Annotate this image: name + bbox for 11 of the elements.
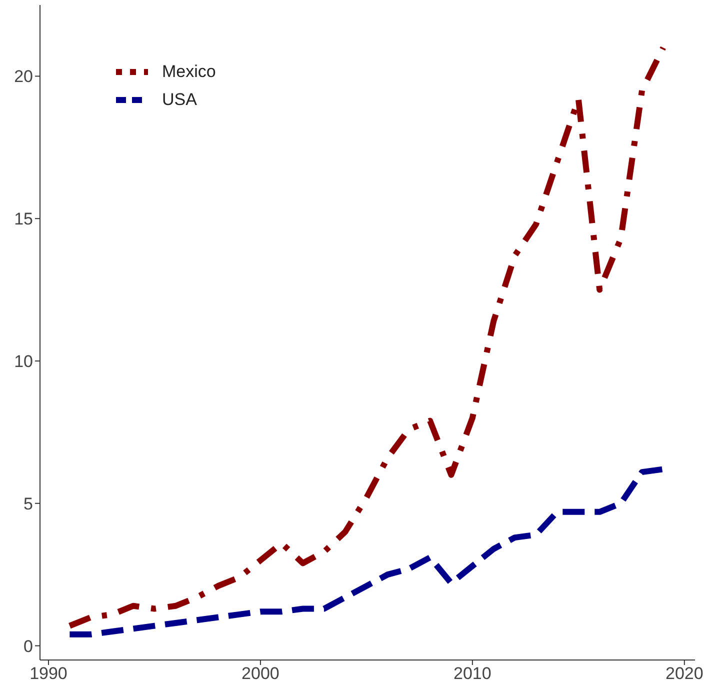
y-tick-label: 10 bbox=[14, 352, 33, 372]
y-tick-label: 0 bbox=[24, 636, 33, 656]
x-tick-label: 2010 bbox=[454, 664, 492, 684]
y-tick-label: 15 bbox=[14, 210, 33, 229]
x-tick-label: 1990 bbox=[30, 664, 68, 684]
y-tick-label: 5 bbox=[24, 494, 33, 514]
legend-label: Mexico bbox=[162, 62, 216, 82]
x-tick-label: 2000 bbox=[242, 664, 280, 684]
legend-label: USA bbox=[162, 90, 197, 110]
x-tick-label: 2020 bbox=[665, 664, 704, 684]
y-tick-label: 20 bbox=[14, 67, 33, 86]
